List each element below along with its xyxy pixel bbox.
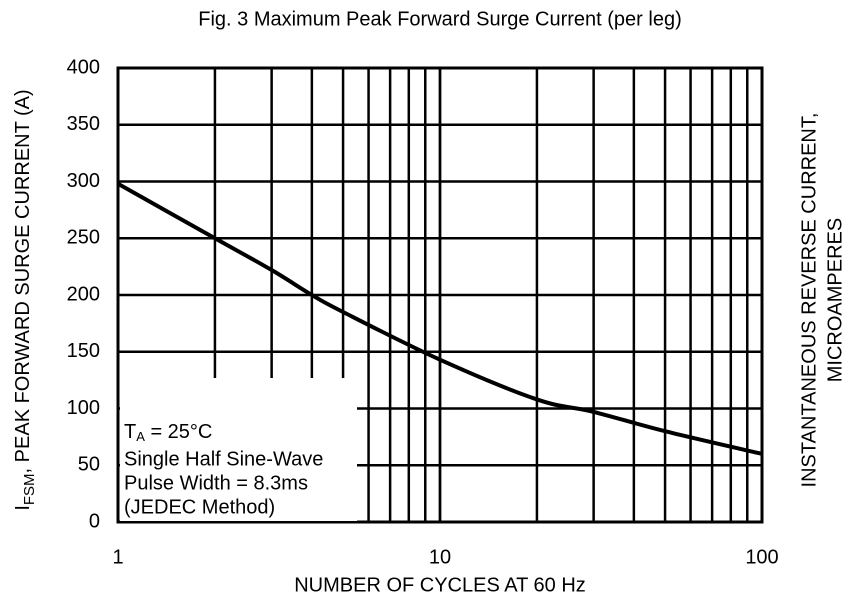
y-label-sub: FSM xyxy=(21,473,38,505)
x-tick-label: 1 xyxy=(112,546,123,568)
y-tick-label: 300 xyxy=(67,170,100,192)
x-tick-label: 10 xyxy=(429,546,451,568)
y-tick-label: 250 xyxy=(67,227,100,249)
annotation-text: Single Half Sine-Wave xyxy=(124,448,323,470)
x-tick-label: 100 xyxy=(745,546,778,568)
y-tick-label: 150 xyxy=(67,340,100,362)
y-tick-label: 200 xyxy=(67,283,100,305)
plot-border xyxy=(116,66,764,524)
y-tick-label: 100 xyxy=(67,397,100,419)
y-axis-label: IFSM, PEAK FORWARD SURGE CURRENT (A) xyxy=(12,89,38,510)
annotation-text: TA = 25°C xyxy=(124,421,212,444)
y-tick-label: 350 xyxy=(67,113,100,135)
y-tick-label: 400 xyxy=(67,56,100,78)
chart-title: Fig. 3 Maximum Peak Forward Surge Curren… xyxy=(198,8,682,30)
y-label-part: I xyxy=(12,505,34,511)
y2-axis-label: INSTANTANEOUS REVERSE CURRENT, xyxy=(798,113,820,488)
y2-axis-label: MICROAMPERES xyxy=(824,218,846,382)
y-tick-label: 0 xyxy=(89,510,100,532)
series-line xyxy=(117,182,763,456)
annotation-part: = 25°C xyxy=(145,421,212,443)
annotation-text: (JEDEC Method) xyxy=(124,496,275,518)
x-axis-label: NUMBER OF CYCLES AT 60 Hz xyxy=(294,574,586,596)
annotation-box xyxy=(120,378,357,521)
annotation-text: Pulse Width = 8.3ms xyxy=(124,472,308,494)
annotation-part: T xyxy=(124,421,136,443)
annotation-sub: A xyxy=(136,429,145,444)
y-tick-label: 50 xyxy=(78,454,100,476)
y-label-part: , PEAK FORWARD SURGE CURRENT (A) xyxy=(12,89,34,473)
